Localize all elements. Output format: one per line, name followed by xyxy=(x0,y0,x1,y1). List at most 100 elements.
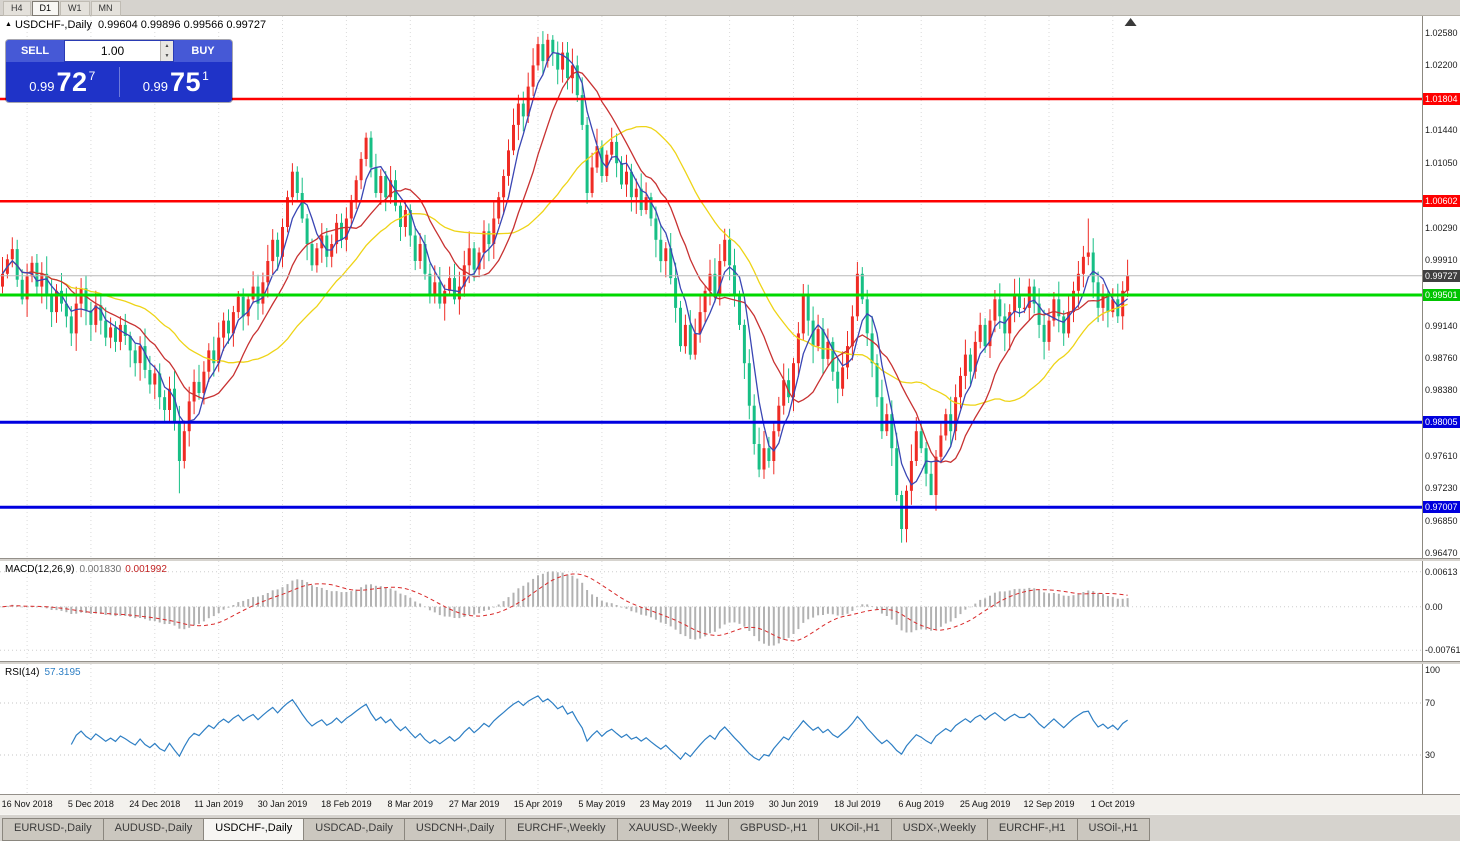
macd-axis-tick: -0.00761 xyxy=(1425,645,1460,656)
grid-lines xyxy=(0,664,1422,794)
buy-price-sup: 1 xyxy=(202,69,209,83)
chart-tab-eurchf-h1[interactable]: EURCHF-,H1 xyxy=(986,818,1077,841)
macd-axis-tick: 0.00613 xyxy=(1425,566,1458,577)
buy-price-big: 75 xyxy=(170,66,202,97)
date-label: 11 Jun 2019 xyxy=(705,799,755,809)
chart-tab-usoil-h1[interactable]: USOil-,H1 xyxy=(1076,818,1151,841)
price-level-badge-current: 0.99727 xyxy=(1423,269,1460,282)
chart-tab-eurchf-weekly[interactable]: EURCHF-,Weekly xyxy=(505,818,617,841)
date-label: 24 Dec 2018 xyxy=(129,799,181,809)
rsi-name: RSI(14) xyxy=(5,667,40,678)
price-axis[interactable]: 1.02580 1.02200 1.01804 1.01440 1.01050 1.006… xyxy=(1422,16,1460,558)
period-button-d1[interactable]: D1 xyxy=(31,1,60,16)
period-button-h4[interactable]: H4 xyxy=(3,1,31,16)
panel-splitter[interactable] xyxy=(0,558,1460,561)
date-label: 12 Sep 2019 xyxy=(1023,799,1075,809)
main-chart-panel[interactable] xyxy=(0,16,1422,558)
price-divider xyxy=(118,67,120,97)
sell-button[interactable]: SELL xyxy=(6,40,64,62)
sell-price-base: 0.99 xyxy=(29,79,55,94)
shift-end-marker xyxy=(1124,18,1137,26)
macd-indicator-label: MACD(12,26,9) 0.001830 0.001992 xyxy=(5,564,167,575)
date-label: 27 Mar 2019 xyxy=(448,799,500,809)
spin-down-icon[interactable]: ▼ xyxy=(160,51,173,61)
ma-30-line xyxy=(1,125,1128,406)
period-button-mn[interactable]: MN xyxy=(90,1,121,16)
one-click-trading-panel: SELL 1.00 ▲ ▼ BUY 0.99 72 7 0.99 75 1 xyxy=(6,40,232,102)
price-axis-tick: 0.99910 xyxy=(1425,255,1458,266)
price-level-badge-blue: 0.97007 xyxy=(1423,501,1460,514)
time-axis[interactable]: 16 Nov 2018 5 Dec 2018 24 Dec 2018 11 Jan 2… xyxy=(0,794,1460,814)
price-level-badge-red: 1.00602 xyxy=(1423,195,1460,208)
period-button-w1[interactable]: W1 xyxy=(60,1,90,16)
candlestick-chart[interactable] xyxy=(0,16,1422,558)
rsi-chart[interactable] xyxy=(0,664,1422,794)
date-label: 18 Jul 2019 xyxy=(834,799,881,809)
trade-prices-row: 0.99 72 7 0.99 75 1 xyxy=(6,62,232,102)
rsi-axis-tick: 100 xyxy=(1425,665,1441,675)
price-level-badge-green: 0.99501 xyxy=(1423,289,1460,301)
chart-tab-xauusd-weekly[interactable]: XAUUSD-,Weekly xyxy=(616,818,728,841)
macd-name: MACD(12,26,9) xyxy=(5,564,75,575)
rsi-value: 57.3195 xyxy=(44,667,81,678)
macd-chart[interactable] xyxy=(0,561,1422,661)
rsi-axis-tick: 70 xyxy=(1425,698,1436,708)
chart-tab-usdcad-daily[interactable]: USDCAD-,Daily xyxy=(303,818,404,841)
trade-controls-row: SELL 1.00 ▲ ▼ BUY xyxy=(6,40,232,62)
chart-ohlc-values: 0.99604 0.99896 0.99566 0.99727 xyxy=(97,19,267,31)
chart-tab-gbpusd-h1[interactable]: GBPUSD-,H1 xyxy=(727,818,819,841)
macd-panel[interactable] xyxy=(0,561,1422,661)
date-label: 30 Jun 2019 xyxy=(768,799,819,809)
rsi-axis-tick: 30 xyxy=(1425,750,1436,760)
date-label: 8 Mar 2019 xyxy=(387,799,434,809)
date-label: 23 May 2019 xyxy=(639,799,692,809)
price-axis-tick: 1.02200 xyxy=(1425,60,1458,71)
chart-tabs-bar: EURUSD-,Daily AUDUSD-,Daily USDCHF-,Daily U… xyxy=(0,814,1460,841)
date-label: 5 May 2019 xyxy=(578,799,626,809)
volume-value[interactable]: 1.00 xyxy=(100,44,125,58)
date-label: 16 Nov 2018 xyxy=(1,799,53,809)
chart-tab-usdx-weekly[interactable]: USDX-,Weekly xyxy=(890,818,987,841)
price-axis-tick: 0.96470 xyxy=(1425,547,1458,558)
date-label: 30 Jan 2019 xyxy=(257,799,308,809)
volume-spinner[interactable]: ▲ ▼ xyxy=(160,41,173,61)
chart-tab-ukoil-h1[interactable]: UKOil-,H1 xyxy=(818,818,891,841)
price-axis-tick: 0.97230 xyxy=(1425,483,1458,494)
price-axis-tick: 1.01050 xyxy=(1425,158,1458,169)
price-axis-tick: 1.00290 xyxy=(1425,222,1458,233)
spin-up-icon[interactable]: ▲ xyxy=(160,41,173,51)
buy-button[interactable]: BUY xyxy=(174,40,232,62)
macd-main-value: 0.001830 xyxy=(79,564,122,575)
price-axis-tick: 1.02580 xyxy=(1425,28,1458,38)
price-axis-tick: 0.99140 xyxy=(1425,320,1458,331)
candlestick-series xyxy=(1,31,1130,543)
macd-histogram xyxy=(1,571,1129,646)
buy-price-base: 0.99 xyxy=(142,79,169,94)
macd-axis[interactable]: 0.00613 0.00 -0.00761 xyxy=(1422,561,1460,661)
price-level-badge-red: 1.01804 xyxy=(1423,93,1460,105)
rsi-panel[interactable] xyxy=(0,664,1422,794)
volume-field[interactable]: 1.00 ▲ ▼ xyxy=(64,40,174,62)
chart-collapse-icon[interactable]: ▲ xyxy=(5,21,12,28)
date-label: 1 Oct 2019 xyxy=(1090,799,1135,809)
price-axis-tick: 1.01440 xyxy=(1425,125,1458,135)
rsi-indicator-label: RSI(14) 57.3195 xyxy=(5,667,81,678)
date-label: 15 Apr 2019 xyxy=(513,799,563,809)
chart-tab-eurusd-daily[interactable]: EURUSD-,Daily xyxy=(2,818,103,841)
chart-tab-audusd-daily[interactable]: AUDUSD-,Daily xyxy=(102,818,204,841)
price-axis-tick: 0.96850 xyxy=(1425,515,1458,526)
sell-price-sup: 7 xyxy=(88,69,96,83)
grid-lines xyxy=(0,561,1422,661)
date-label: 5 Dec 2018 xyxy=(67,799,114,809)
rsi-axis[interactable]: 100 70 30 xyxy=(1422,664,1460,794)
price-axis-tick: 0.97610 xyxy=(1425,450,1458,461)
date-label: 18 Feb 2019 xyxy=(321,799,372,809)
chart-symbol-period: USDCHF-,Daily xyxy=(14,19,92,31)
buy-price-display[interactable]: 0.99 75 1 xyxy=(120,62,233,102)
panel-splitter[interactable] xyxy=(0,661,1460,664)
chart-tab-usdcnh-daily[interactable]: USDCNH-,Daily xyxy=(403,818,506,841)
price-axis-tick: 0.98760 xyxy=(1425,353,1458,363)
chart-tab-usdchf-daily[interactable]: USDCHF-,Daily xyxy=(203,818,304,841)
date-label: 6 Aug 2019 xyxy=(898,799,944,809)
sell-price-display[interactable]: 0.99 72 7 xyxy=(6,62,119,102)
